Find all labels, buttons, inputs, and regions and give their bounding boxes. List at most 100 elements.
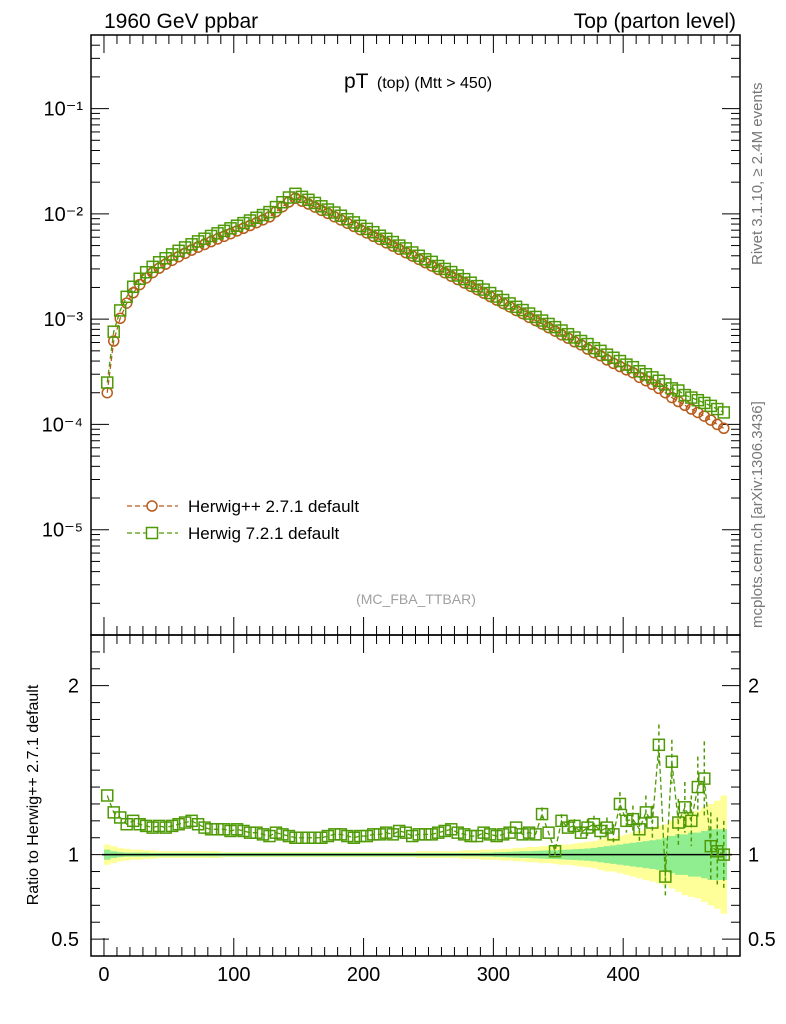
main-point-square xyxy=(295,190,309,204)
main-point-square xyxy=(561,327,575,341)
ratio-point-square xyxy=(217,823,231,836)
ratio-point-square xyxy=(302,831,315,844)
main-point-square xyxy=(406,246,419,259)
ratio-point-square xyxy=(483,828,497,841)
plot-title-sub: (top) (Mtt > 450) xyxy=(377,75,492,92)
main-point-square xyxy=(191,235,205,248)
ratio-point-square xyxy=(328,828,341,841)
ratio-point-square xyxy=(685,814,698,828)
ratio-point-square xyxy=(354,829,367,843)
main-point-square xyxy=(483,286,497,300)
main-point-square xyxy=(230,219,244,232)
main-curves xyxy=(106,193,725,429)
main-point-square xyxy=(711,402,724,416)
main-point-circle xyxy=(646,378,659,391)
main-point-square xyxy=(237,216,250,230)
ratio-point-square xyxy=(587,817,601,831)
ratio-point-square xyxy=(698,772,711,785)
watermark: (MC_FBA_TTBAR) xyxy=(356,591,476,607)
ratio-point-square xyxy=(289,831,302,844)
ratio-point-square xyxy=(626,812,640,826)
main-point-square xyxy=(672,384,685,397)
main-point-square xyxy=(691,393,705,407)
ratio-point-square xyxy=(360,829,374,843)
xtick-label: 0 xyxy=(98,964,109,986)
main-point-square xyxy=(107,325,120,338)
ratio-ytick-label-right: 2 xyxy=(748,676,759,698)
ratio-point-square xyxy=(477,826,490,839)
ratio-point-square xyxy=(594,824,607,838)
main-ytick-label: 10⁻⁵ xyxy=(42,520,83,542)
main-point-square xyxy=(490,290,503,303)
ratio-point-square xyxy=(237,824,250,838)
ratio-point-square xyxy=(490,829,503,843)
ratio-point-square xyxy=(470,829,484,843)
ratio-point-square xyxy=(269,826,283,839)
ratio-point-square xyxy=(672,816,685,829)
ratio-point-square xyxy=(172,817,185,831)
ratio-axis-ticks: 0.5 0.5 1 1 2 2 xyxy=(51,634,776,957)
ratio-point-square xyxy=(555,814,568,828)
main-point-square xyxy=(451,269,464,282)
main-point-square xyxy=(328,206,341,219)
main-point-square xyxy=(607,351,620,364)
ratio-point-square xyxy=(548,845,562,858)
main-ytick-label: 10⁻⁴ xyxy=(42,414,83,436)
ratio-point-square xyxy=(256,828,270,841)
main-point-square xyxy=(120,290,133,304)
main-point-square xyxy=(334,209,348,222)
ratio-point-square xyxy=(633,823,646,836)
main-point-circle xyxy=(640,374,652,387)
ratio-point-square xyxy=(561,821,575,834)
main-point-square xyxy=(503,297,516,310)
main-point-square xyxy=(431,259,445,273)
main-point-circle xyxy=(685,403,698,415)
ratio-point-square xyxy=(393,824,406,838)
ratio-point-square xyxy=(639,806,653,819)
main-point-square xyxy=(600,348,614,361)
ratio-point-square xyxy=(457,828,471,841)
main-plot-panel: 10⁻⁵ 10⁻⁴ 10⁻³ 10⁻² 10⁻¹ pT (top) (Mtt > 450… xyxy=(42,34,741,636)
xtick-label: 100 xyxy=(217,964,250,986)
legend: Herwig++ 2.7.1 default Herwig 7.2.1 defau… xyxy=(127,497,359,543)
main-point-square xyxy=(529,310,542,324)
main-point-square xyxy=(347,216,361,229)
main-ytick-label: 10⁻² xyxy=(44,204,84,226)
ratio-point-square xyxy=(665,755,679,768)
main-point-square xyxy=(704,399,718,413)
main-point-square xyxy=(633,365,646,378)
main-point-square xyxy=(172,244,185,258)
ratio-point-square xyxy=(399,826,413,839)
ratio-point-square xyxy=(373,828,387,841)
xtick-label: 300 xyxy=(477,964,510,986)
ratio-ylabel: Ratio to Herwig++ 2.7.1 default xyxy=(25,684,42,905)
ratio-point-square xyxy=(133,817,146,831)
main-point-square xyxy=(464,276,477,289)
ratio-ytick-label: 2 xyxy=(68,676,79,698)
ratio-point-square xyxy=(120,817,133,831)
ratio-point-square xyxy=(678,801,692,814)
ratio-point-square xyxy=(126,814,140,828)
ratio-point-square xyxy=(152,819,166,833)
ratio-point-square xyxy=(652,738,666,752)
ratio-plot-frame xyxy=(90,634,741,957)
ratio-point-square xyxy=(367,828,380,841)
main-point-square xyxy=(594,344,607,358)
main-point-square xyxy=(302,193,315,207)
ratio-point-square xyxy=(263,829,276,843)
ratio-point-square xyxy=(568,819,581,833)
main-point-square xyxy=(321,203,335,216)
main-point-square xyxy=(425,255,438,269)
ratio-point-square xyxy=(165,819,179,833)
ratio-point-square xyxy=(613,797,627,811)
main-point-square xyxy=(393,239,406,252)
ratio-point-square xyxy=(159,821,172,834)
main-point-square xyxy=(717,406,731,419)
main-point-square xyxy=(438,262,451,276)
ratio-point-square xyxy=(321,829,335,843)
ratio-point-square xyxy=(308,831,322,844)
main-point-square xyxy=(204,229,218,243)
main-point-square xyxy=(698,396,711,410)
ratio-point-square xyxy=(341,829,354,843)
